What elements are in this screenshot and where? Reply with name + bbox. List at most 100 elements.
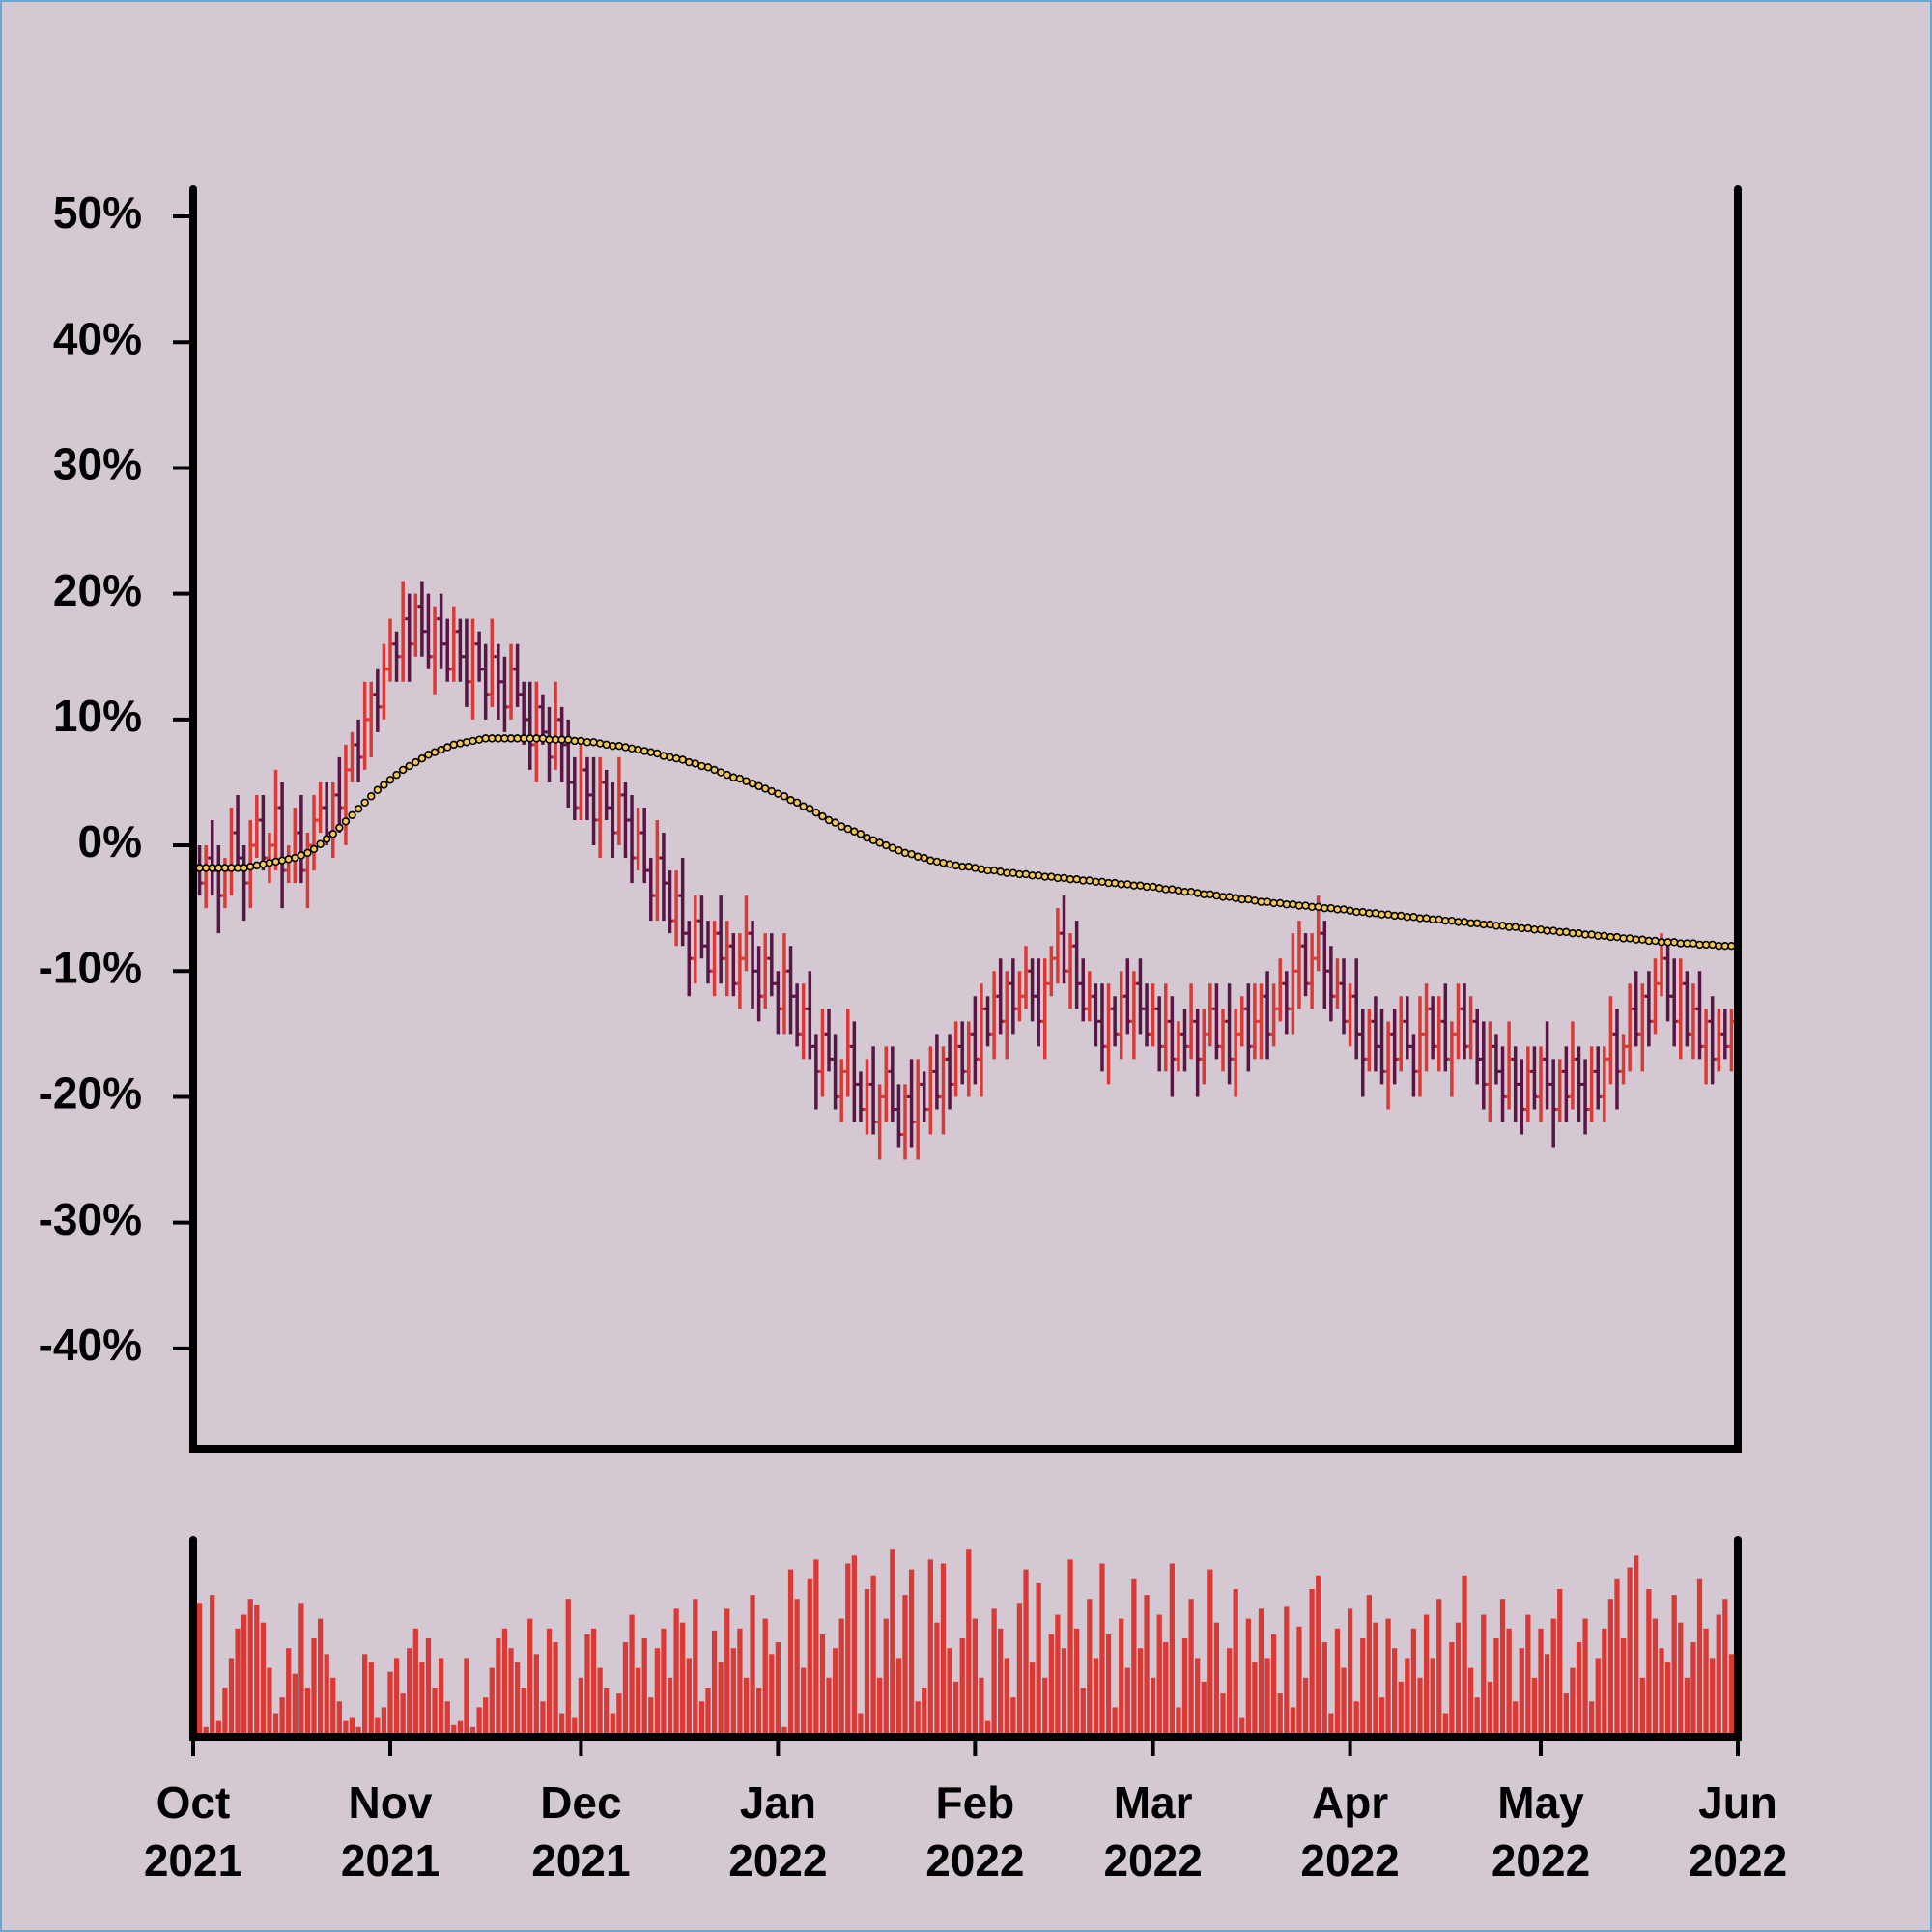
moving-average-point (1060, 873, 1068, 883)
moving-average-point (297, 851, 306, 860)
moving-average-point (570, 736, 580, 746)
volume-bar (215, 1720, 221, 1737)
moving-average-point (831, 818, 839, 827)
volume-bar (1150, 1677, 1156, 1737)
volume-bar (1284, 1606, 1290, 1737)
volume-bar (895, 1658, 902, 1737)
volume-bar (1074, 1628, 1080, 1737)
volume-bar (540, 1701, 546, 1737)
volume-bar (304, 1688, 311, 1737)
moving-average-point (1397, 911, 1406, 921)
moving-average-point (488, 734, 497, 743)
volume-bar (324, 1654, 329, 1737)
y-tick-label: -30% (39, 1194, 142, 1244)
moving-average-point (634, 745, 642, 754)
volume-bar (1728, 1654, 1735, 1737)
volume-bar (457, 1720, 464, 1737)
moving-average-point (1600, 931, 1609, 940)
volume-bar (489, 1667, 495, 1737)
volume-bar (801, 1667, 807, 1737)
moving-average-point (341, 817, 351, 826)
volume-bar (514, 1662, 521, 1737)
volume-bar (425, 1638, 432, 1737)
volume-bar (693, 1599, 698, 1737)
volume-bar (635, 1667, 641, 1737)
moving-average-point (1594, 931, 1603, 940)
volume-bar (597, 1667, 603, 1737)
volume-bar (393, 1658, 400, 1737)
volume-bar (902, 1595, 908, 1737)
volume-bar (915, 1701, 921, 1737)
moving-average-point (754, 781, 763, 791)
volume-bar (343, 1720, 349, 1737)
x-tick-label: Mar 2022 (1103, 1777, 1203, 1886)
moving-average-point (265, 859, 274, 867)
volume-bar (1290, 1707, 1296, 1737)
volume-bar (1252, 1662, 1258, 1737)
moving-average-point (882, 840, 891, 850)
moving-average-point (1676, 939, 1685, 948)
volume-bar (1156, 1614, 1162, 1737)
moving-average-point (1365, 909, 1374, 918)
volume-bar (984, 1720, 991, 1737)
moving-average-line (199, 737, 1732, 947)
y-tick-label: -40% (39, 1320, 142, 1370)
volume-bar (1392, 1648, 1398, 1737)
volume-bar (362, 1654, 368, 1737)
volume-bar (553, 1642, 558, 1737)
moving-average-point (1575, 928, 1583, 938)
moving-average-point (462, 738, 471, 747)
moving-average-point (1644, 936, 1654, 946)
moving-average-point (322, 835, 331, 843)
moving-average-point (952, 861, 960, 870)
volume-bar (1639, 1677, 1645, 1737)
line-layer (195, 734, 1736, 951)
moving-average-point (481, 734, 490, 743)
moving-average-point (977, 865, 986, 873)
volume-bar (1589, 1701, 1595, 1737)
volume-bar (1239, 1717, 1245, 1737)
volume-bar (1710, 1658, 1716, 1737)
moving-average-point (639, 747, 649, 755)
moving-average-point (1415, 914, 1425, 923)
volume-bar (1334, 1628, 1341, 1737)
volume-bar (870, 1575, 876, 1737)
moving-average-point (1383, 910, 1393, 919)
moving-average-point (201, 864, 211, 872)
volume-bar (851, 1555, 857, 1737)
moving-average-point (1047, 872, 1056, 881)
moving-average-point (1473, 919, 1482, 927)
moving-average-point (1321, 903, 1329, 913)
volume-bar (832, 1648, 838, 1737)
moving-average-point (671, 754, 681, 763)
moving-average-point (1720, 941, 1730, 951)
moving-average-point (316, 839, 325, 848)
moving-average-point (348, 810, 356, 819)
moving-average-point (761, 784, 770, 793)
moving-average-point (811, 808, 821, 817)
volume-bar (838, 1618, 844, 1737)
volume-bar (272, 1713, 279, 1737)
moving-average-point (526, 734, 534, 743)
moving-average-point (1422, 914, 1431, 923)
moving-average-point (792, 798, 802, 807)
volume-bar (196, 1603, 203, 1737)
moving-average-point (1663, 938, 1672, 947)
volume-bar (1525, 1614, 1531, 1737)
moving-average-point (806, 805, 814, 813)
volume-bar (1696, 1578, 1703, 1737)
volume-bar (242, 1614, 247, 1737)
volume-bar (1264, 1658, 1270, 1737)
volume-bar (1538, 1628, 1544, 1737)
moving-average-point (678, 755, 687, 764)
volume-bar (1366, 1595, 1372, 1737)
volume-bar (349, 1717, 355, 1737)
moving-average-point (1269, 898, 1278, 908)
volume-bar (1519, 1648, 1524, 1737)
moving-average-point (1428, 915, 1437, 924)
volume-bar (565, 1599, 571, 1737)
volume-bar (1163, 1642, 1169, 1737)
moving-average-point (920, 853, 928, 863)
volume-bar (1499, 1599, 1506, 1737)
moving-average-point (303, 848, 312, 858)
